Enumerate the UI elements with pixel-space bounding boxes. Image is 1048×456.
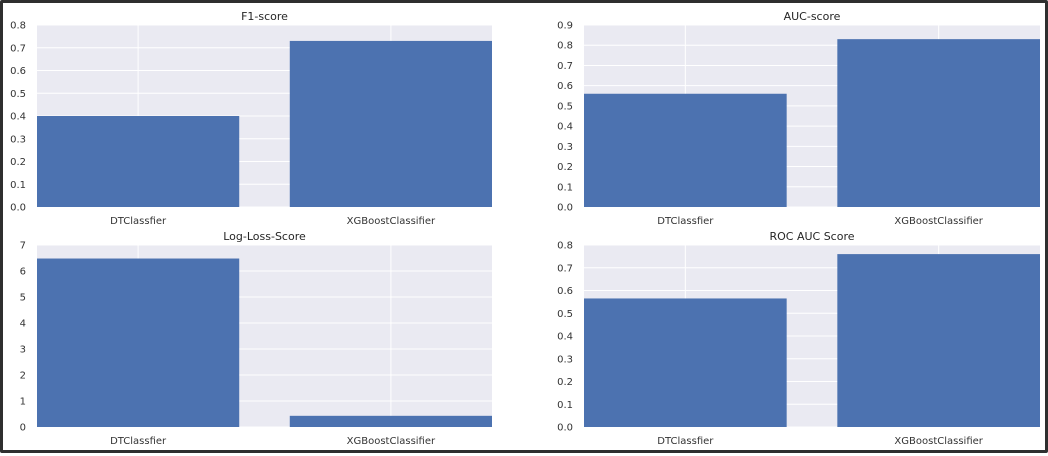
chart-f1-score-ytick-label: 0.1	[10, 180, 26, 191]
chart-f1-score-ytick-label: 0.0	[10, 203, 26, 214]
chart-auc-score-ytick-label: 0.1	[557, 182, 573, 193]
chart-log-loss-score-bar-dtclassfier	[37, 258, 240, 427]
chart-f1-score: 0.0 0.1 0.2 0.3 0.4 0.5 0.6 0.7 0.8 DTClassfier XG…	[10, 10, 492, 227]
chart-log-loss-score-ytick-label: 7	[20, 241, 26, 252]
chart-log-loss-score-xtick-label: XGBoostClassifier	[347, 436, 436, 447]
chart-auc-score: 0.0 0.1 0.2 0.3 0.4 0.5 0.6 0.7 0.8 0.9 DTClassfie…	[557, 10, 1040, 227]
chart-log-loss-score-ytick-label: 5	[20, 293, 26, 304]
chart-auc-score-xtick-label: DTClassfier	[657, 216, 714, 227]
chart-log-loss-score: 0 1 2 3 4 5 6 7 DTClassfier XGBoostClassifier Log-…	[20, 230, 492, 447]
chart-f1-score-xtick-label: DTClassfier	[110, 216, 167, 227]
chart-f1-score-xtick-label: XGBoostClassifier	[347, 216, 436, 227]
chart-auc-score-title: AUC-score	[784, 10, 841, 23]
chart-roc-auc-score-xtick-label: XGBoostClassifier	[894, 436, 983, 447]
chart-log-loss-score-ytick-label: 2	[20, 371, 26, 382]
chart-auc-score-ytick-label: 0.7	[557, 61, 573, 72]
chart-log-loss-score-ytick-label: 1	[20, 397, 26, 408]
chart-log-loss-score-ytick-label: 3	[20, 345, 26, 356]
chart-auc-score-xtick-label: XGBoostClassifier	[894, 216, 983, 227]
chart-auc-score-bar-xgboostclassifier	[837, 39, 1040, 208]
chart-log-loss-score-ytick-label: 6	[20, 267, 26, 278]
chart-auc-score-ytick-label: 0.4	[557, 122, 573, 133]
chart-log-loss-score-title: Log-Loss-Score	[223, 230, 306, 243]
chart-f1-score-bar-xgboostclassifier	[289, 40, 492, 207]
chart-roc-auc-score-title: ROC AUC Score	[769, 230, 854, 243]
chart-log-loss-score-xtick-label: DTClassfier	[110, 436, 167, 447]
chart-auc-score-ytick-label: 0.8	[557, 41, 573, 52]
chart-f1-score-ytick-label: 0.5	[10, 89, 26, 100]
chart-f1-score-ytick-label: 0.3	[10, 134, 26, 145]
chart-f1-score-bar-dtclassfier	[37, 116, 240, 207]
chart-roc-auc-score-ytick-label: 0.6	[557, 286, 573, 297]
chart-roc-auc-score-bar-dtclassfier	[584, 298, 787, 427]
charts-canvas: 0.0 0.1 0.2 0.3 0.4 0.5 0.6 0.7 0.8 DTClassfier XG…	[10, 10, 1040, 447]
chart-f1-score-ytick-label: 0.7	[10, 43, 26, 54]
chart-f1-score-ytick-label: 0.8	[10, 21, 26, 32]
chart-roc-auc-score-ytick-label: 0.8	[557, 241, 573, 252]
chart-f1-score-ytick-label: 0.4	[10, 112, 26, 123]
chart-roc-auc-score-ytick-label: 0.5	[557, 309, 573, 320]
chart-f1-score-ytick-label: 0.6	[10, 66, 26, 77]
chart-roc-auc-score-ytick-label: 0.4	[557, 332, 573, 343]
chart-log-loss-score-ytick-label: 0	[20, 423, 26, 434]
chart-f1-score-title: F1-score	[241, 10, 288, 23]
chart-auc-score-ytick-label: 0.0	[557, 203, 573, 214]
chart-roc-auc-score-xtick-label: DTClassfier	[657, 436, 714, 447]
chart-auc-score-ytick-label: 0.6	[557, 81, 573, 92]
chart-auc-score-bar-dtclassfier	[584, 93, 787, 207]
chart-roc-auc-score: 0.0 0.1 0.2 0.3 0.4 0.5 0.6 0.7 0.8 DTClassfier XG…	[557, 230, 1040, 447]
chart-log-loss-score-ytick-label: 4	[20, 319, 26, 330]
chart-roc-auc-score-ytick-label: 0.7	[557, 263, 573, 274]
chart-f1-score-ytick-label: 0.2	[10, 157, 26, 168]
chart-auc-score-ytick-label: 0.3	[557, 142, 573, 153]
chart-roc-auc-score-ytick-label: 0.3	[557, 354, 573, 365]
chart-roc-auc-score-ytick-label: 0.2	[557, 377, 573, 388]
chart-roc-auc-score-ytick-label: 0.1	[557, 400, 573, 411]
chart-auc-score-ytick-label: 0.2	[557, 162, 573, 173]
chart-auc-score-ytick-label: 0.9	[557, 21, 573, 32]
chart-auc-score-ytick-label: 0.5	[557, 101, 573, 112]
chart-roc-auc-score-ytick-label: 0.0	[557, 423, 573, 434]
chart-log-loss-score-bar-xgboostclassifier	[289, 415, 492, 427]
chart-roc-auc-score-bar-xgboostclassifier	[837, 254, 1040, 427]
